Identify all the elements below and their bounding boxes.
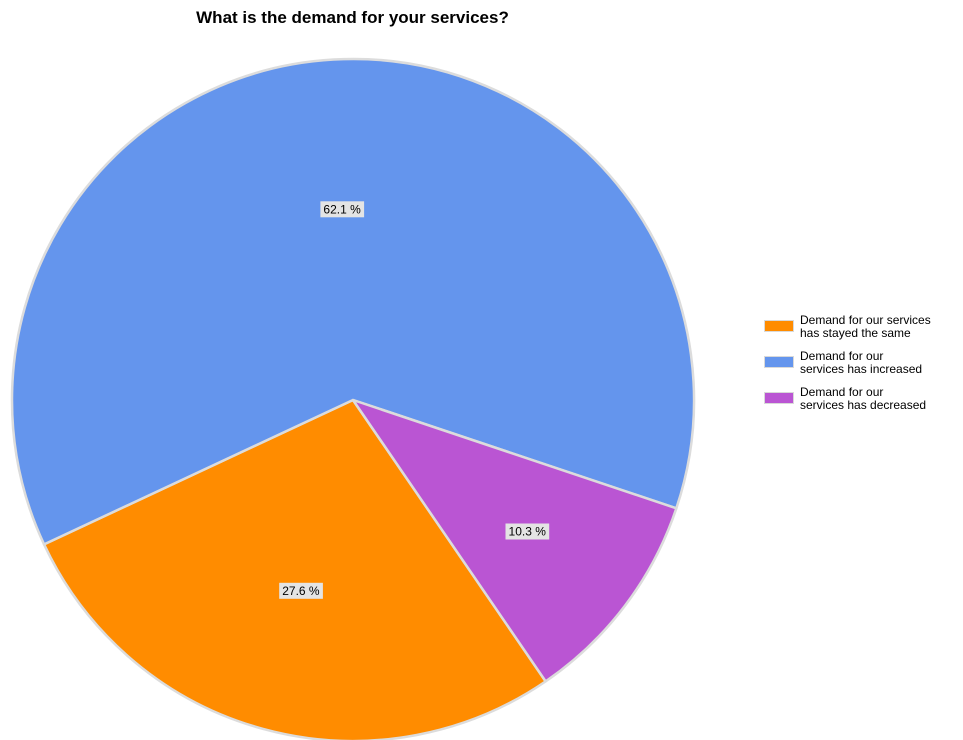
pie-slices <box>10 57 696 740</box>
legend-label-line: services has increased <box>800 362 923 376</box>
legend-label-line: Demand for our <box>800 385 884 399</box>
pie-slice-decreased <box>351 398 678 683</box>
legend-item-decreased: Demand for our services has decreased <box>764 386 963 412</box>
chart-title: What is the demand for your services? <box>196 8 509 27</box>
data-label-stayed-same: 27.6 % <box>279 582 323 599</box>
legend-label-line: services has decreased <box>800 398 927 412</box>
legend-label-line: Demand for our <box>800 349 884 363</box>
legend-label-stayed-same: Demand for our services has stayed the s… <box>800 314 963 340</box>
pie-data-labels: 27.6 % 62.1 % 10.3 % <box>279 201 550 599</box>
legend-label-increased: Demand for our services has increased <box>800 350 963 376</box>
legend-label-line: Demand for our services <box>800 313 931 327</box>
chart-legend: Demand for our services has stayed the s… <box>764 314 963 422</box>
data-label-background <box>279 582 323 599</box>
legend-label-line: has stayed the same <box>800 326 911 340</box>
data-label-text: 62.1 % <box>323 202 361 216</box>
legend-item-stayed-same: Demand for our services has stayed the s… <box>764 314 963 340</box>
data-label-background <box>320 201 365 218</box>
legend-label-decreased: Demand for our services has decreased <box>800 386 963 412</box>
pie-slice-increased <box>10 57 696 546</box>
data-label-increased: 62.1 % <box>320 201 365 218</box>
legend-swatch-stayed-same <box>764 320 794 332</box>
pie-slice-stayed-same <box>42 398 547 740</box>
data-label-text: 27.6 % <box>282 584 320 598</box>
data-label-decreased: 10.3 % <box>505 523 550 540</box>
legend-swatch-decreased <box>764 392 794 404</box>
legend-item-increased: Demand for our services has increased <box>764 350 963 376</box>
data-label-background <box>505 523 550 540</box>
data-label-text: 10.3 % <box>509 525 547 539</box>
legend-swatch-increased <box>764 356 794 368</box>
